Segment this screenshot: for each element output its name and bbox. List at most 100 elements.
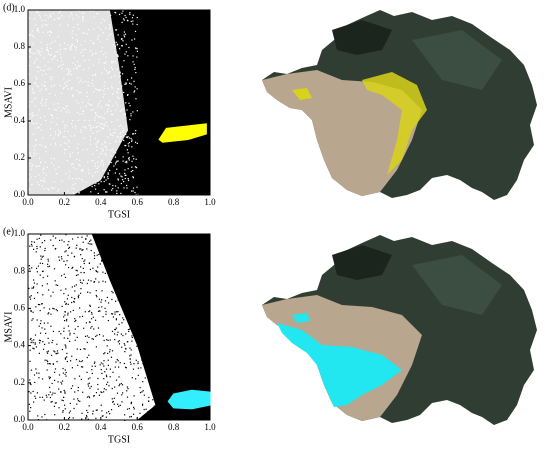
point [76, 348, 78, 350]
point [59, 17, 61, 19]
point [126, 249, 128, 251]
point [101, 159, 103, 161]
point [46, 49, 49, 51]
point [115, 319, 117, 321]
point [79, 348, 82, 351]
point [89, 135, 91, 137]
point [68, 140, 71, 143]
point [134, 166, 137, 168]
point [107, 364, 110, 366]
point [86, 248, 88, 250]
point [69, 49, 72, 51]
point [51, 382, 53, 385]
plot-frame [27, 233, 211, 421]
point [68, 246, 71, 248]
point [42, 270, 44, 272]
point [54, 142, 57, 144]
point [103, 54, 105, 56]
point [51, 77, 53, 79]
point [120, 124, 122, 126]
point [105, 27, 107, 29]
point [54, 368, 57, 370]
point [69, 340, 71, 342]
point [70, 74, 72, 76]
point [131, 377, 133, 379]
point [65, 288, 67, 290]
point [92, 338, 94, 340]
point [118, 366, 120, 368]
point [139, 387, 141, 389]
point [33, 152, 35, 154]
point [105, 104, 107, 106]
highlight-region [158, 123, 207, 143]
point [50, 162, 53, 164]
point [69, 170, 71, 173]
point [98, 306, 100, 309]
point [75, 127, 77, 129]
point [32, 92, 34, 94]
point [99, 116, 101, 118]
point [134, 86, 136, 88]
point [146, 307, 148, 309]
point [117, 135, 119, 138]
point [50, 313, 52, 315]
point [121, 73, 124, 75]
point [102, 271, 104, 273]
point [105, 121, 107, 123]
point [115, 318, 118, 320]
point [43, 180, 45, 182]
point [70, 163, 73, 166]
point [36, 392, 38, 394]
point [119, 75, 121, 77]
point [93, 126, 95, 128]
point [103, 68, 105, 70]
point [94, 163, 97, 165]
point [135, 378, 137, 380]
point [73, 26, 75, 29]
y-tick-label: 0.0 [14, 189, 26, 199]
point [145, 272, 147, 275]
point [71, 178, 74, 180]
point [107, 72, 109, 75]
scattered-points [28, 10, 139, 196]
point [97, 180, 99, 182]
point [34, 342, 36, 344]
point [28, 105, 30, 107]
point [64, 301, 66, 303]
y-tick-label: 0.4 [14, 115, 26, 125]
point [128, 159, 130, 161]
point [59, 132, 61, 134]
point [32, 341, 34, 344]
point [41, 256, 43, 258]
point [30, 392, 32, 394]
point [79, 165, 81, 167]
point [102, 90, 105, 92]
point [115, 102, 117, 104]
point [55, 109, 57, 111]
point [103, 388, 106, 390]
point [115, 152, 117, 154]
point [125, 174, 127, 176]
point [93, 281, 96, 283]
point [151, 307, 153, 309]
point [105, 412, 108, 414]
point [126, 234, 129, 236]
point [117, 179, 120, 181]
point [144, 414, 146, 416]
point [86, 371, 88, 374]
point [93, 43, 95, 45]
point [75, 14, 78, 16]
point [33, 98, 35, 100]
point [115, 292, 117, 294]
point [66, 160, 69, 162]
point [39, 161, 42, 164]
point [136, 324, 138, 326]
point [72, 62, 74, 64]
point [146, 264, 148, 266]
point [105, 313, 107, 315]
point [82, 267, 84, 269]
point [66, 318, 68, 321]
point [114, 311, 116, 313]
point [102, 163, 105, 165]
point [73, 300, 75, 303]
